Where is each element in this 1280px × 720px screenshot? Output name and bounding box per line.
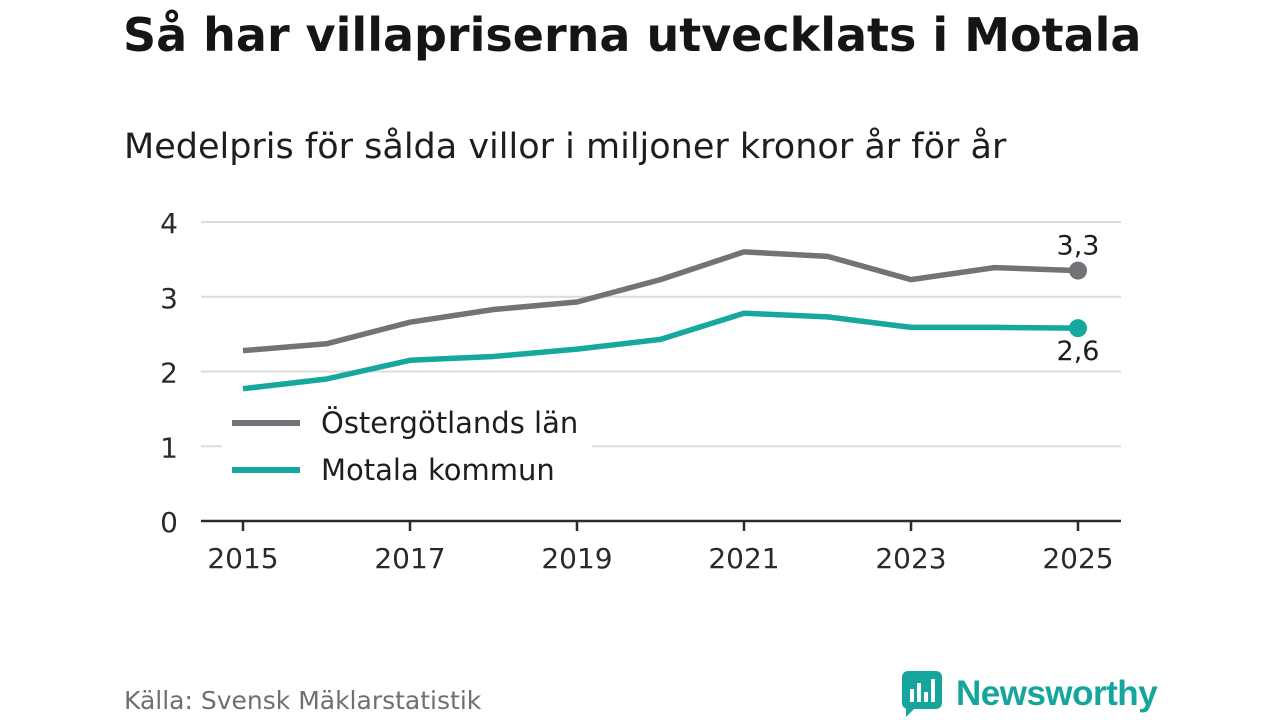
end-value-label: 3,3	[1057, 231, 1100, 262]
x-tick-label: 2021	[708, 542, 779, 575]
series-end-point	[1069, 319, 1087, 338]
x-tick-label: 2019	[541, 542, 612, 575]
series-end-point	[1069, 261, 1087, 280]
y-tick-label: 1	[160, 431, 178, 464]
x-tick-label: 2025	[1042, 542, 1113, 575]
series-line-kommun	[242, 310, 1079, 392]
y-tick-label: 0	[160, 506, 178, 539]
legend-label: Östergötlands län	[321, 406, 578, 440]
chart-subtitle: Medelpris för sålda villor i miljoner kr…	[124, 127, 1007, 167]
y-tick-label: 3	[160, 282, 178, 315]
data-labels: 3,3 2,6	[1057, 231, 1100, 368]
source-note: Källa: Svensk Mäklarstatistik	[124, 686, 482, 715]
x-tick-label: 2015	[207, 542, 278, 575]
y-tick-label: 4	[160, 207, 178, 240]
series-lines	[242, 249, 1087, 392]
legend: Östergötlands län Motala kommun	[222, 398, 592, 494]
end-value-label: 2,6	[1057, 336, 1100, 367]
x-tick-label: 2017	[374, 542, 445, 575]
brand-logo: Newsworthy	[902, 671, 1158, 717]
x-tick-label: 2023	[875, 542, 946, 575]
legend-label: Motala kommun	[321, 453, 555, 487]
legend-background	[222, 398, 592, 494]
axes: 0 1 2 3 4 2015 2017 2019 2021 2023 2025	[160, 207, 1121, 575]
y-tick-label: 2	[160, 357, 178, 390]
series-line-lan	[242, 249, 1079, 354]
newsworthy-logo-icon	[902, 671, 942, 717]
brand-name: Newsworthy	[956, 674, 1158, 713]
chart-title: Så har villapriserna utvecklats i Motala	[123, 8, 1142, 62]
